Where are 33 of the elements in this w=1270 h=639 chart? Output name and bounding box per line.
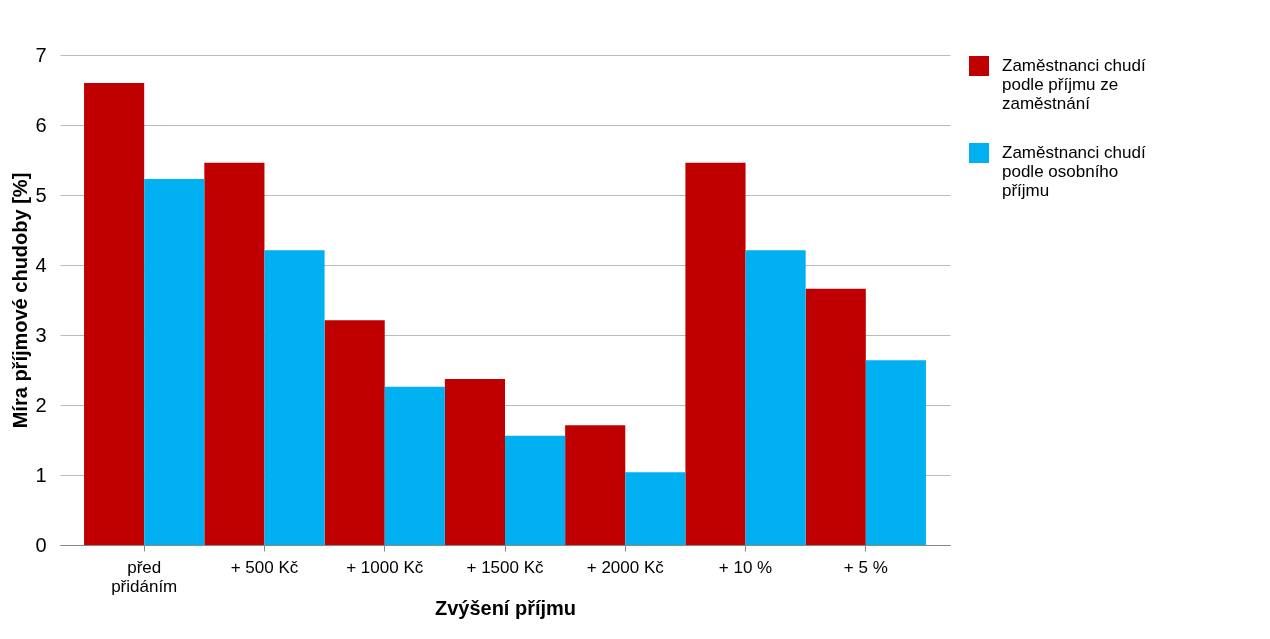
legend-label: Zaměstnanci chudí podle osobního příjmu — [1002, 143, 1146, 200]
bar — [324, 320, 385, 545]
x-tick-label: + 5 % — [843, 557, 888, 577]
bar — [805, 288, 866, 545]
y-tick-label: 2 — [35, 393, 47, 416]
x-tick-label: + 500 Kč — [230, 557, 299, 577]
bar — [685, 162, 746, 545]
x-tick-label: + 2000 Kč — [586, 557, 665, 577]
bar — [505, 435, 566, 545]
bar — [384, 386, 445, 545]
x-axis-title: Zvýšení příjmu — [434, 596, 577, 619]
y-tick-label: 0 — [35, 533, 47, 556]
x-tick-label: + 1000 Kč — [346, 557, 424, 577]
bar — [204, 162, 265, 545]
y-tick-label: 1 — [35, 463, 47, 486]
bar — [625, 472, 686, 545]
y-tick-label: 6 — [35, 113, 47, 136]
x-tick-label: před přidáním — [111, 557, 178, 596]
y-tick-label: 3 — [35, 323, 47, 346]
y-tick-label: 5 — [35, 183, 47, 206]
x-tick-label: + 1500 Kč — [466, 557, 545, 577]
bar — [264, 250, 325, 545]
bar — [745, 250, 806, 545]
bar — [865, 360, 926, 545]
x-tick-label: + 10 % — [718, 557, 773, 577]
bar — [84, 83, 145, 545]
y-tick-label: 4 — [35, 253, 47, 276]
y-axis-title: Míra příjmové chudoby [%] — [9, 172, 32, 429]
bar — [565, 425, 626, 545]
bar — [144, 178, 205, 545]
legend-label: Zaměstnanci chudí podle příjmu ze zaměstnání — [1002, 56, 1146, 113]
bar — [444, 379, 505, 545]
y-tick-label: 7 — [35, 43, 47, 66]
